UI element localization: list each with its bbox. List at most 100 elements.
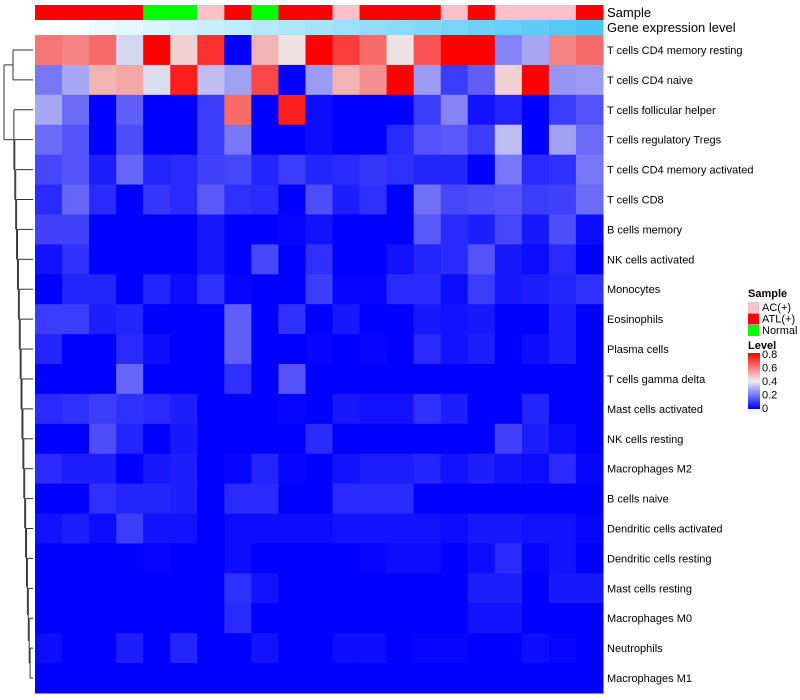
heatmap-cell	[251, 543, 279, 574]
heatmap-cell	[440, 453, 469, 485]
heatmap-cell	[494, 393, 523, 425]
heatmap-cell	[359, 663, 388, 694]
sample-annotation-cell	[278, 5, 306, 20]
heatmap-cell	[35, 124, 63, 156]
heatmap-cell	[170, 124, 198, 156]
heatmap-cell	[170, 334, 198, 365]
heatmap-cell	[359, 423, 388, 455]
heatmap-cell	[413, 453, 442, 485]
heatmap-cell	[224, 184, 252, 215]
heatmap-cell	[332, 64, 361, 96]
heatmap-cell	[440, 483, 469, 515]
sample-annotation-cell	[332, 5, 361, 20]
heatmap-cell	[89, 573, 117, 604]
heatmap-cell	[251, 94, 279, 126]
heatmap-cell	[548, 244, 577, 275]
row-label: B cells naive	[607, 494, 669, 506]
heatmap-cell	[359, 543, 388, 574]
heatmap-cell	[359, 184, 388, 215]
heatmap-cell	[440, 244, 469, 275]
heatmap-cell	[197, 603, 225, 634]
heatmap-cell	[62, 633, 90, 664]
heatmap-cell	[413, 244, 442, 275]
heatmap-cell	[575, 573, 604, 604]
heatmap-cell	[359, 364, 388, 395]
heatmap-cell	[170, 483, 198, 515]
heatmap-cell	[170, 663, 198, 694]
heatmap-cell	[332, 513, 361, 544]
heatmap-cell	[440, 274, 469, 305]
heatmap-cell	[332, 244, 361, 275]
heatmap-cell	[197, 94, 225, 126]
heatmap-cell	[521, 154, 550, 186]
heatmap-cell	[521, 513, 550, 544]
heatmap-cell	[89, 35, 117, 66]
heatmap-cell	[440, 64, 469, 96]
gene-expression-annotation-cell	[575, 20, 604, 35]
heatmap-cell	[89, 184, 117, 215]
heatmap-cell	[197, 184, 225, 215]
heatmap-cell	[575, 513, 604, 544]
heatmap-cell	[89, 64, 117, 96]
heatmap-cell	[278, 64, 306, 96]
heatmap-cell	[224, 423, 252, 455]
heatmap-cell	[197, 35, 225, 66]
heatmap-cell	[386, 393, 415, 425]
heatmap-cell	[413, 423, 442, 455]
sample-annotation-cell	[413, 5, 442, 20]
heatmap-cell	[305, 393, 334, 425]
heatmap-cell	[170, 244, 198, 275]
heatmap-cell	[170, 603, 198, 634]
heatmap-cell	[386, 573, 415, 604]
heatmap-cell	[548, 334, 577, 365]
heatmap-cell	[575, 453, 604, 485]
heatmap-cell	[116, 513, 144, 544]
heatmap-cell	[548, 184, 577, 215]
heatmap-cell	[143, 154, 171, 186]
heatmap-cell	[35, 94, 63, 126]
gene-expression-annotation-cell	[35, 20, 63, 35]
heatmap-cell	[251, 393, 279, 425]
heatmap-cell	[170, 423, 198, 455]
heatmap-cell	[467, 603, 496, 634]
heatmap-cell	[386, 423, 415, 455]
heatmap-cell	[35, 633, 63, 664]
heatmap-cell	[440, 543, 469, 574]
heatmap-cell	[251, 274, 279, 305]
row-label: Dendritic cells resting	[607, 553, 712, 565]
heatmap-cell	[35, 364, 63, 395]
heatmap-cell	[386, 64, 415, 96]
heatmap-cell	[143, 483, 171, 515]
heatmap-cell	[359, 124, 388, 156]
heatmap-cell	[305, 663, 334, 694]
heatmap-cell	[413, 124, 442, 156]
heatmap-cell	[386, 154, 415, 186]
heatmap-cell	[170, 364, 198, 395]
heatmap-cell	[332, 573, 361, 604]
heatmap-cell	[467, 244, 496, 275]
heatmap-cell	[278, 423, 306, 455]
heatmap-cell	[170, 184, 198, 215]
heatmap-cell	[224, 364, 252, 395]
gene-expression-annotation-cell	[548, 20, 577, 35]
gene-expression-annotation-cell	[170, 20, 198, 35]
heatmap-cell	[548, 453, 577, 485]
heatmap-cell	[62, 35, 90, 66]
sample-annotation-cell	[224, 5, 252, 20]
heatmap-cell	[440, 94, 469, 126]
sample-annotation-cell	[170, 5, 198, 20]
sample-annotation-cell	[494, 5, 523, 20]
heatmap-cell	[170, 64, 198, 96]
heatmap-cell	[467, 543, 496, 574]
row-label: Macrophages M2	[607, 464, 692, 476]
gene-expression-annotation-cell	[278, 20, 306, 35]
heatmap-cell	[224, 483, 252, 515]
heatmap-cell	[305, 513, 334, 544]
heatmap-cell	[440, 423, 469, 455]
heatmap-cell	[386, 124, 415, 156]
heatmap-cell	[467, 483, 496, 515]
heatmap-cell	[413, 633, 442, 664]
heatmap-cell	[467, 573, 496, 604]
heatmap-cell	[278, 513, 306, 544]
heatmap-cell	[494, 364, 523, 395]
